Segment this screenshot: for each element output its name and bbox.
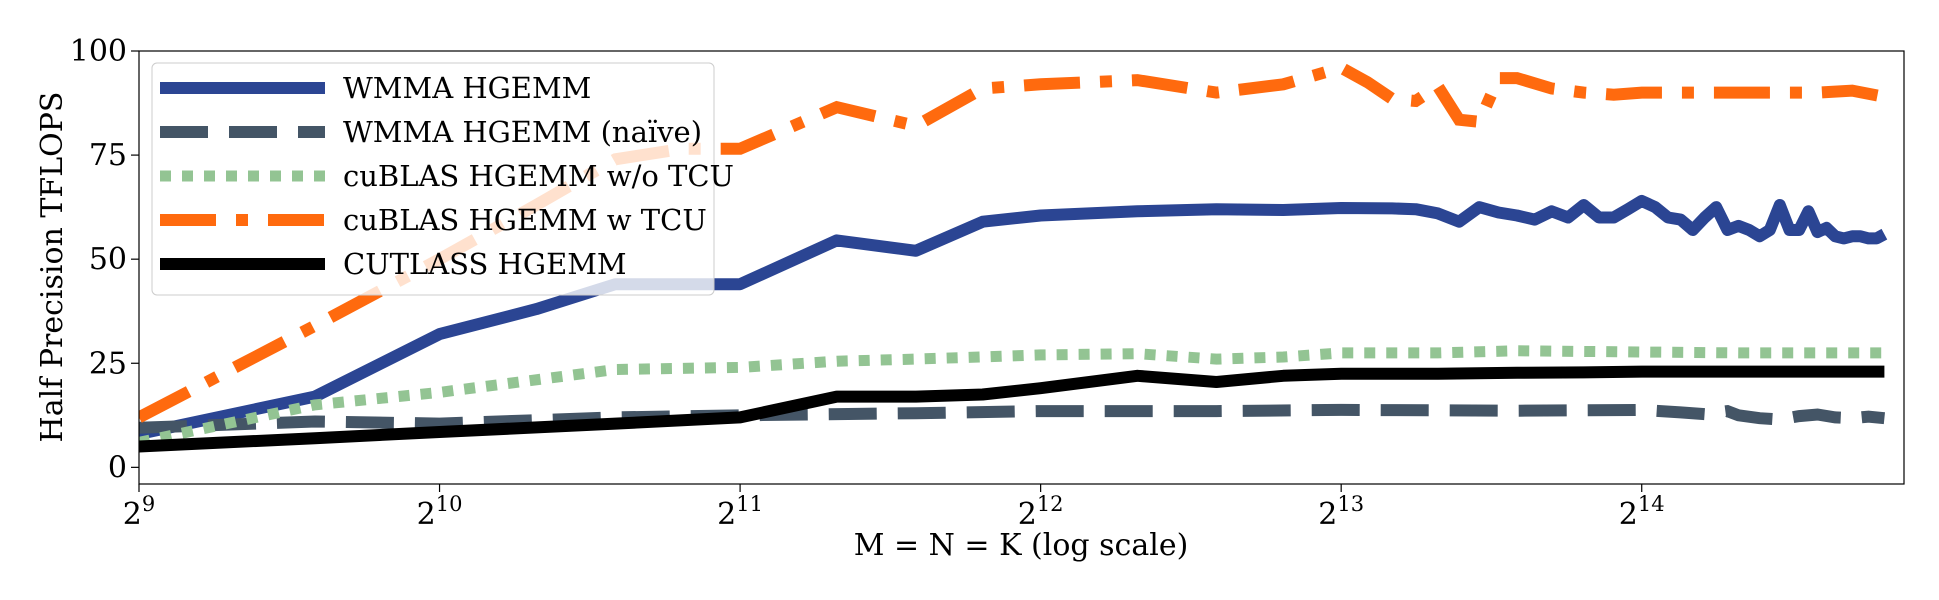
legend-label-4: CUTLASS HGEMM	[343, 247, 627, 281]
x-tick-base: 2	[1318, 497, 1337, 532]
x-tick-base: 2	[1619, 497, 1638, 532]
x-tick-exponent: 11	[736, 492, 763, 516]
legend-label-2: cuBLAS HGEMM w/o TCU	[343, 159, 734, 193]
y-tick-label: 25	[89, 346, 127, 381]
plot-frame	[138, 50, 1905, 485]
legend-label-1: WMMA HGEMM (naïve)	[343, 115, 702, 149]
y-axis-label: Half Precision TFLOPS	[35, 92, 70, 443]
x-axis-label: M = N = K (log scale)	[854, 528, 1189, 563]
x-tick-exponent: 14	[1638, 492, 1665, 516]
x-tick-label: 210	[417, 492, 463, 532]
x-tick-label: 29	[123, 492, 155, 532]
series-line-1	[139, 403, 1886, 434]
y-tick-label: 100	[70, 34, 127, 69]
series-layer	[139, 61, 1888, 453]
legend-label-3: cuBLAS HGEMM w TCU	[343, 203, 707, 237]
x-tick-exponent: 12	[1037, 492, 1064, 516]
y-tick-label: 50	[89, 242, 127, 277]
x-tick-exponent: 13	[1337, 492, 1364, 516]
y-tick-label: 0	[108, 450, 127, 485]
legend-label-0: WMMA HGEMM	[343, 71, 591, 105]
x-tick-base: 2	[1018, 497, 1037, 532]
x-tick-exponent: 9	[142, 492, 155, 516]
x-tick-label: 211	[717, 492, 763, 532]
x-tick-label: 214	[1619, 492, 1665, 532]
x-axis: 29 210 211 212 213 214	[123, 484, 1665, 532]
x-tick-exponent: 10	[436, 492, 463, 516]
x-tick-base: 2	[717, 497, 736, 532]
y-tick-label: 75	[89, 138, 127, 173]
y-axis: 0 25 50 75 100	[70, 34, 139, 485]
x-tick-label: 213	[1318, 492, 1364, 532]
legend-box	[151, 62, 715, 296]
legend: WMMA HGEMM WMMA HGEMM (naïve) cuBLAS HGEMM…	[151, 62, 734, 296]
x-tick-label: 212	[1018, 492, 1064, 532]
x-tick-base: 2	[123, 497, 142, 532]
series-line-2	[139, 345, 1885, 448]
x-tick-base: 2	[417, 497, 436, 532]
series-line-0	[139, 194, 1888, 440]
series-line-4	[139, 365, 1885, 453]
